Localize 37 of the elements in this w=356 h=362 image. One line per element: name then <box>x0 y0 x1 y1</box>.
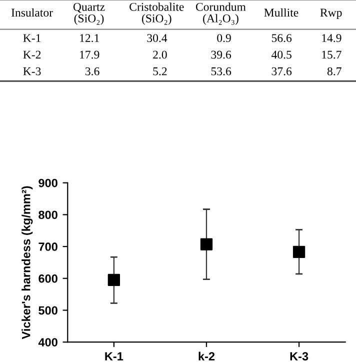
y-tick-label: 600 <box>38 274 58 283</box>
text: 2.0 <box>153 50 167 59</box>
category-label: Cristobalite (SiO₂) <box>130 2 184 25</box>
point <box>108 274 120 286</box>
text: 30.4 <box>147 34 168 42</box>
text: 56.6 <box>272 34 292 42</box>
y-tick-label: 500 <box>38 306 58 315</box>
y-tick-label: 800 <box>38 210 58 220</box>
category-label: Quartz (SiO₂) <box>73 2 105 25</box>
x-tick-label: k-2 <box>198 352 215 360</box>
y-axis-title: Vicker's harndess (kg/mm²) <box>22 186 33 340</box>
category-label: Corundum (Al₂O₃) <box>196 2 246 25</box>
x-tick-label: K-3 <box>290 352 308 360</box>
text: 12.1 <box>80 34 99 42</box>
text: 37.6 <box>272 67 292 76</box>
category-label: Mullite <box>264 8 298 17</box>
category-label: Rwp <box>320 8 342 20</box>
text: 0.9 <box>217 34 231 42</box>
text: 14.9 <box>322 34 342 42</box>
text: 8.7 <box>327 67 342 76</box>
text: 53.6 <box>211 67 232 76</box>
text: 15.7 <box>322 50 342 59</box>
y-tick-label: 400 <box>38 338 58 346</box>
text: Insulator <box>11 8 53 17</box>
category-label: K-3 <box>23 67 41 76</box>
y-tick-label: 900 <box>38 178 58 188</box>
point <box>200 238 213 250</box>
x-tick-label: K-1 <box>105 352 124 360</box>
text: 5.2 <box>153 67 167 76</box>
category-label: K-1 <box>23 34 41 42</box>
category-label: K-2 <box>23 50 41 59</box>
text: 40.5 <box>271 50 292 59</box>
text: 17.9 <box>80 50 100 59</box>
text: 3.6 <box>85 67 100 76</box>
text: 39.6 <box>211 50 232 59</box>
point <box>292 246 306 258</box>
y-tick-label: 700 <box>38 242 58 251</box>
